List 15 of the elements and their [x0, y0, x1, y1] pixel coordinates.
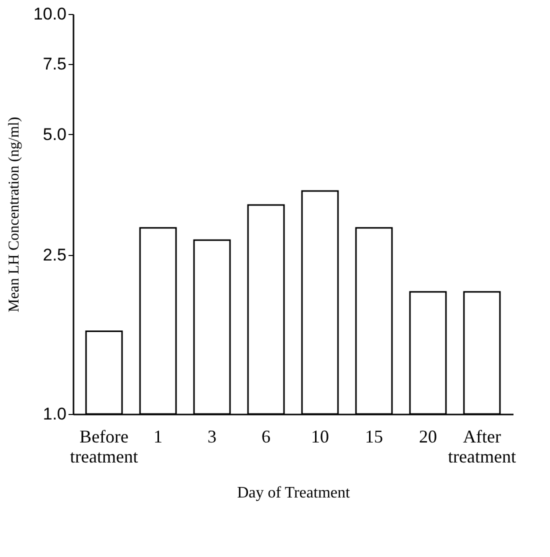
x-tick-label: 3	[208, 426, 217, 446]
x-tick-label: 10	[310, 426, 329, 446]
x-tick-label: After treatment	[448, 426, 516, 466]
y-tick-label: 10.0	[33, 4, 66, 24]
x-tick-label: 20	[418, 426, 437, 446]
x-tick-label: Before treatment	[70, 426, 138, 466]
x-tick-label: 6	[262, 426, 271, 446]
y-tick-label: 7.5	[42, 54, 66, 74]
y-tick-label: 2.5	[42, 245, 66, 264]
x-axis-title: Day of Treatment	[237, 484, 350, 502]
y-tick-label: 5.0	[42, 124, 66, 144]
x-tick-label: 15	[364, 426, 383, 446]
y-axis-title: Mean LH Concentration (ng/ml)	[6, 116, 22, 312]
x-tick-label: 1	[154, 426, 163, 446]
y-tick-label: 1.0	[42, 404, 66, 424]
